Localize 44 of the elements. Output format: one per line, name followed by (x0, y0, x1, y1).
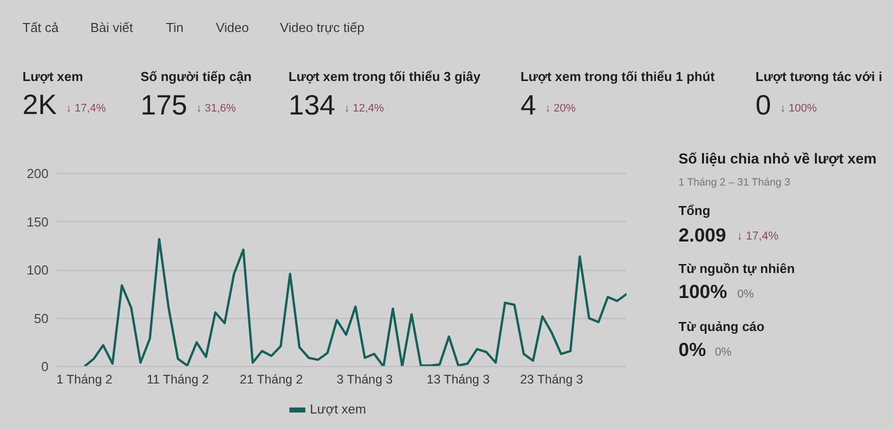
text: Lượt xem trong tối thiểu 1 phút (520, 69, 716, 84)
text: ↓ 12,4% (344, 102, 384, 114)
text: 100% (678, 282, 728, 303)
text: 134 (288, 90, 336, 120)
y-tick-label: 150 (26, 214, 49, 230)
y-tick-label: 200 (26, 166, 49, 181)
text: 0% (678, 340, 706, 361)
x-tick-label: 1 Tháng 2 (56, 372, 112, 386)
text: Lượt xem (22, 69, 84, 84)
x-tick-label: 21 Tháng 2 (240, 372, 303, 386)
text: 175 (140, 90, 188, 120)
text: 0% (737, 288, 754, 300)
text: Lượt xem trong tối thiểu 3 giây (288, 69, 482, 84)
text: ↓ 20% (545, 102, 576, 114)
text: ↓ 17,4% (66, 102, 106, 114)
text: 4 (520, 90, 536, 120)
text: ↓ 31,6% (196, 102, 236, 114)
text: Tất cả (22, 20, 60, 35)
text: Video (216, 20, 249, 35)
text: Từ quảng cáo (678, 319, 765, 334)
text: Số người tiếp cận (140, 69, 252, 84)
text: 0 (756, 90, 772, 120)
x-tick-label: 23 Tháng 3 (520, 372, 584, 386)
text: Từ nguồn tự nhiên (678, 261, 795, 276)
text: 2K (22, 89, 58, 120)
text: 0% (714, 346, 732, 358)
text: ↓ 100% (780, 102, 817, 114)
text: ↓ 17,4% (736, 230, 778, 242)
x-tick-label: 11 Tháng 2 (146, 372, 209, 386)
legend-label: Lượt xem (310, 402, 366, 416)
x-tick-label: 3 Tháng 3 (336, 372, 393, 386)
text: Bài viết (90, 20, 134, 35)
line-series (83, 238, 626, 366)
text: Lượt tương tác với i (756, 69, 882, 84)
y-tick-label: 50 (34, 310, 49, 326)
text: Số liệu chia nhỏ về lượt xem (678, 152, 877, 168)
text: Tổng (678, 203, 710, 218)
text: Video trực tiếp (280, 20, 364, 35)
y-tick-label: 0 (41, 359, 49, 374)
y-tick-label: 100 (26, 262, 49, 278)
text: 2.009 (678, 226, 726, 246)
text: Tin (166, 20, 184, 35)
text: 1 Tháng 2 – 31 Tháng 3 (678, 176, 790, 188)
x-tick-label: 13 Tháng 3 (426, 372, 490, 386)
